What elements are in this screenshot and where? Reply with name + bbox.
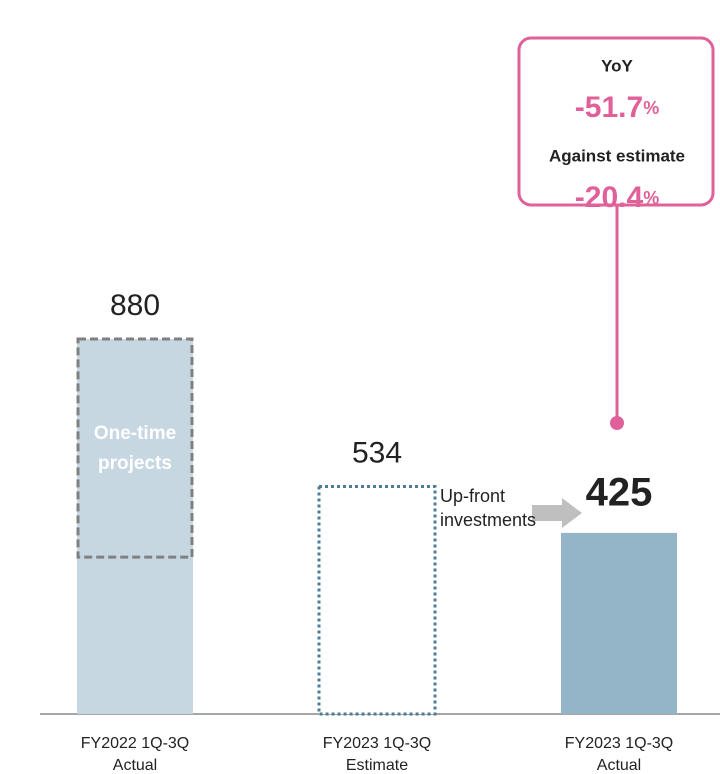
callout-value: -51.7% xyxy=(575,91,659,124)
callout-dot xyxy=(610,416,624,430)
segment xyxy=(76,337,194,559)
x-tick-label: FY2023 1Q-3Q xyxy=(565,735,674,752)
bar xyxy=(77,339,193,714)
value-label: 425 xyxy=(586,470,653,514)
arrow xyxy=(532,498,582,528)
segment-label: projects xyxy=(98,453,172,474)
callout-number: -20.4 xyxy=(575,181,644,214)
segment-label: One-time xyxy=(94,423,176,444)
value-label: 534 xyxy=(352,436,402,469)
arrow-note: investments xyxy=(440,510,536,530)
x-tick-label: FY2023 1Q-3Q xyxy=(323,735,432,752)
callout-unit: % xyxy=(643,98,659,118)
value-label: 880 xyxy=(110,289,160,322)
callout-unit: % xyxy=(643,188,659,208)
callout-value: -20.4% xyxy=(575,181,659,214)
x-tick-label: Actual xyxy=(113,757,157,774)
x-tick-label: Estimate xyxy=(346,757,408,774)
callout-number: -51.7 xyxy=(575,91,643,124)
arrow-note: Up-front xyxy=(440,486,505,506)
bar xyxy=(561,532,677,714)
bar xyxy=(317,484,437,716)
x-tick-label: Actual xyxy=(597,757,641,774)
x-tick-label: FY2022 1Q-3Q xyxy=(81,735,190,752)
callout-label: Against estimate xyxy=(549,146,685,165)
callout-label: YoY xyxy=(601,56,633,75)
